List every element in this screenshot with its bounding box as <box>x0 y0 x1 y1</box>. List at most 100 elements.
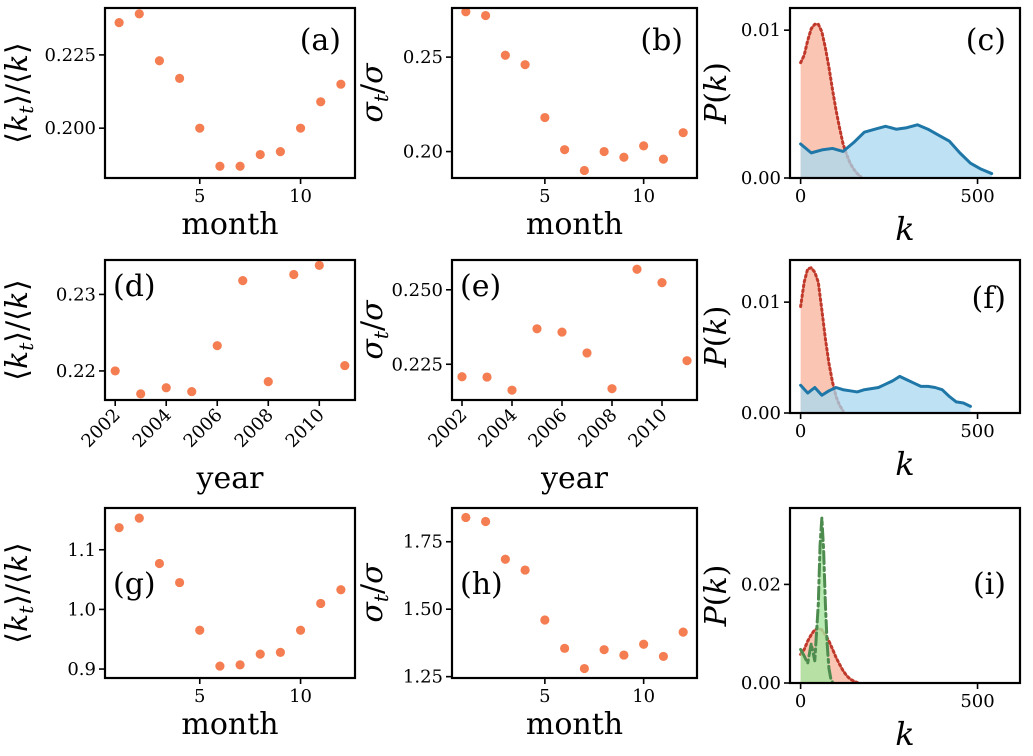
data-point <box>482 372 492 382</box>
data-point <box>215 161 225 171</box>
panel-label: (h) <box>460 567 503 602</box>
panel-c: 0 500 0.00 0.01 (c) k P(k) <box>699 6 1022 248</box>
data-point <box>295 123 306 133</box>
x-tick-label: 10 <box>289 686 312 707</box>
panel-i: 0 500 0.00 0.02 (i) k P(k) <box>699 506 1022 753</box>
series-area-green <box>800 517 833 683</box>
series-line-blue <box>799 123 994 176</box>
x-axis-label: k <box>895 445 914 483</box>
data-point <box>275 147 286 157</box>
data-point <box>134 9 144 19</box>
data-point <box>314 260 324 270</box>
x-tick-label: 2008 <box>231 405 278 452</box>
y-tick-label: 0.225 <box>44 45 96 66</box>
x-tick-label: 2002 <box>77 405 124 452</box>
data-point <box>154 558 165 569</box>
y-axis-label: P(k) <box>699 306 734 369</box>
x-tick-label: 2002 <box>424 405 471 452</box>
y-tick-label: 0.00 <box>741 403 781 424</box>
x-tick-label: 500 <box>960 186 994 207</box>
data-point <box>235 161 245 171</box>
data-point <box>235 660 245 670</box>
axes-frame <box>788 6 1022 180</box>
data-point <box>174 73 185 83</box>
series-area-blue <box>800 124 992 178</box>
data-point <box>461 512 471 523</box>
y-tick-label: 0.20 <box>403 142 443 163</box>
x-tick-label: 10 <box>632 686 655 707</box>
data-point <box>658 154 669 164</box>
data-point <box>639 639 649 649</box>
series-line-green <box>799 516 834 684</box>
data-point <box>187 386 197 397</box>
data-point <box>114 18 124 28</box>
x-tick-label: 2006 <box>524 405 571 452</box>
data-point <box>161 383 171 393</box>
axes-frame <box>450 6 699 180</box>
data-point <box>154 56 165 66</box>
data-point <box>557 327 567 337</box>
panel-f: 0 500 0.00 0.01 (f) k P(k) <box>699 258 1022 483</box>
data-point <box>532 324 542 334</box>
x-tick-label: 500 <box>960 691 994 712</box>
x-tick-label: 10 <box>632 186 655 207</box>
data-point <box>639 141 649 151</box>
series-area-red <box>800 24 861 179</box>
y-tick-label: 1.50 <box>403 599 443 620</box>
panel-b: 5 10 0.20 0.25 (b) month σt/σ <box>355 6 699 242</box>
data-point <box>215 661 225 671</box>
panel-e: 2002 2004 2006 2008 2010 0.225 0.250 (e) year σt/… <box>355 258 699 496</box>
data-point <box>560 145 570 155</box>
x-tick-label: 2010 <box>624 405 671 452</box>
panel-label: (d) <box>113 269 156 304</box>
data-point <box>114 523 124 533</box>
x-tick-label: 0 <box>795 421 806 442</box>
y-axis-label: σt/σ <box>355 62 393 123</box>
data-point <box>195 123 205 133</box>
panel-label: (g) <box>113 567 156 602</box>
y-tick-label: 0.00 <box>741 673 781 694</box>
y-tick-label: 0.9 <box>67 659 96 680</box>
data-point <box>540 615 550 625</box>
x-tick-label: 500 <box>960 421 994 442</box>
y-tick-label: 0.200 <box>44 118 96 139</box>
y-axis-label: σt/σ <box>355 562 393 623</box>
data-point <box>336 79 346 89</box>
data-point <box>619 650 629 660</box>
x-tick-label: 5 <box>539 686 550 707</box>
data-point <box>480 516 491 527</box>
y-tick-label: 1.0 <box>67 599 96 620</box>
y-axis-label: P(k) <box>699 565 734 628</box>
data-point <box>678 627 688 637</box>
data-point <box>340 360 350 371</box>
y-tick-label: 0.02 <box>741 574 781 595</box>
data-point <box>255 149 265 160</box>
x-tick-label: 5 <box>539 186 550 207</box>
data-point <box>134 513 144 523</box>
x-tick-label: 10 <box>289 186 312 207</box>
x-tick-label: 5 <box>194 186 205 207</box>
x-axis-label: month <box>526 207 623 242</box>
x-tick-label: 0 <box>795 186 806 207</box>
y-tick-label: 1.25 <box>403 667 443 688</box>
panel-g: 5 10 0.9 1.0 1.1 (g) month ⟨kt⟩/⟨k⟩ <box>0 506 357 742</box>
panel-a: 5 10 0.200 0.225 (a) month ⟨kt⟩/⟨k⟩ <box>0 6 357 242</box>
x-tick-label: 2004 <box>474 405 521 452</box>
series-line-blue <box>799 374 972 408</box>
y-tick-label: 1.75 <box>403 532 443 553</box>
data-point <box>238 276 248 286</box>
panel-label: (f) <box>971 281 1006 316</box>
axes-frame <box>103 258 357 402</box>
data-point <box>275 647 286 657</box>
data-point <box>174 577 185 588</box>
data-point <box>263 377 273 387</box>
y-tick-label: 1.1 <box>67 540 96 561</box>
panel-h: 5 10 1.25 1.50 1.75 (h) month σt/σ <box>355 506 699 742</box>
data-point <box>500 50 510 60</box>
series-area-blue <box>800 376 971 413</box>
series-area-red <box>800 267 844 413</box>
panel-label: (c) <box>966 23 1006 58</box>
data-point <box>457 372 467 382</box>
data-point <box>560 643 570 653</box>
data-point <box>540 112 550 123</box>
